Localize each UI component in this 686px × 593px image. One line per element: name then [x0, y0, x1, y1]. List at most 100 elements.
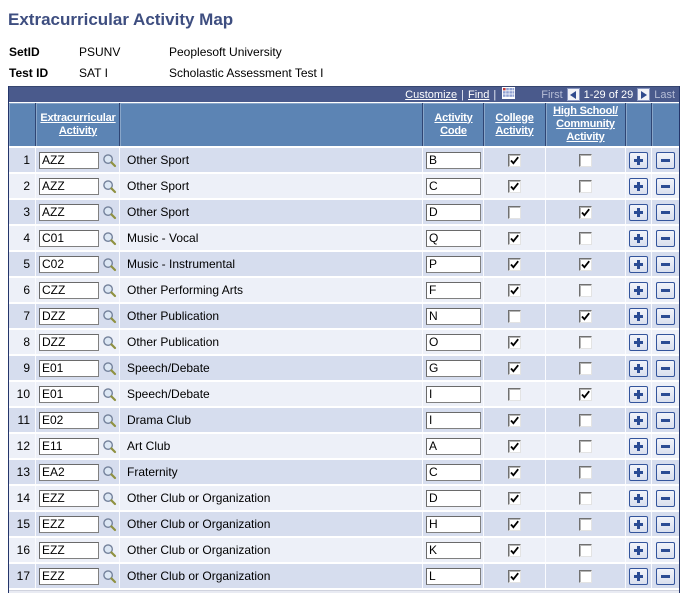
activity-code-input[interactable] [426, 229, 481, 247]
college-activity-checkbox[interactable] [508, 309, 521, 323]
previous-page-button[interactable] [566, 88, 580, 101]
college-activity-checkbox[interactable] [508, 491, 521, 505]
activity-code-input[interactable] [426, 541, 481, 559]
lookup-icon[interactable] [102, 179, 117, 194]
activity-code-input[interactable] [426, 151, 481, 169]
delete-row-button[interactable] [656, 463, 675, 481]
lookup-icon[interactable] [102, 257, 117, 272]
sort-activity-code[interactable]: Activity Code [434, 111, 473, 137]
activity-code-input[interactable] [426, 463, 481, 481]
activity-code-input[interactable] [426, 385, 481, 403]
activity-code-input[interactable] [426, 489, 481, 507]
lookup-icon[interactable] [102, 387, 117, 402]
lookup-icon[interactable] [102, 283, 117, 298]
activity-code-input[interactable] [426, 359, 481, 377]
high-school-activity-checkbox[interactable] [579, 543, 592, 557]
college-activity-checkbox[interactable] [508, 543, 521, 557]
high-school-activity-checkbox[interactable] [579, 283, 592, 297]
college-activity-checkbox[interactable] [508, 231, 521, 245]
activity-input[interactable] [39, 385, 99, 403]
activity-input[interactable] [39, 177, 99, 195]
college-activity-checkbox[interactable] [508, 153, 521, 167]
high-school-activity-checkbox[interactable] [579, 387, 592, 401]
activity-code-input[interactable] [426, 333, 481, 351]
activity-code-input[interactable] [426, 411, 481, 429]
college-activity-checkbox[interactable] [508, 283, 521, 297]
college-activity-checkbox[interactable] [508, 413, 521, 427]
delete-row-button[interactable] [656, 203, 675, 221]
delete-row-button[interactable] [656, 177, 675, 195]
high-school-activity-checkbox[interactable] [579, 439, 592, 453]
high-school-activity-checkbox[interactable] [579, 517, 592, 531]
lookup-icon[interactable] [102, 153, 117, 168]
activity-code-input[interactable] [426, 567, 481, 585]
college-activity-checkbox[interactable] [508, 335, 521, 349]
add-row-button[interactable] [629, 541, 648, 559]
activity-input[interactable] [39, 541, 99, 559]
college-activity-checkbox[interactable] [508, 387, 521, 401]
high-school-activity-checkbox[interactable] [579, 335, 592, 349]
college-activity-checkbox[interactable] [508, 569, 521, 583]
add-row-button[interactable] [629, 151, 648, 169]
activity-input[interactable] [39, 411, 99, 429]
activity-input[interactable] [39, 437, 99, 455]
last-link[interactable]: Last [654, 88, 675, 101]
lookup-icon[interactable] [102, 543, 117, 558]
sort-college-activity[interactable]: College Activity [495, 111, 534, 137]
high-school-activity-checkbox[interactable] [579, 205, 592, 219]
delete-row-button[interactable] [656, 281, 675, 299]
lookup-icon[interactable] [102, 335, 117, 350]
activity-input[interactable] [39, 489, 99, 507]
delete-row-button[interactable] [656, 359, 675, 377]
lookup-icon[interactable] [102, 569, 117, 584]
download-grid-icon[interactable] [502, 87, 516, 102]
activity-code-input[interactable] [426, 203, 481, 221]
activity-input[interactable] [39, 515, 99, 533]
high-school-activity-checkbox[interactable] [579, 309, 592, 323]
delete-row-button[interactable] [656, 411, 675, 429]
next-page-button[interactable] [637, 88, 651, 101]
lookup-icon[interactable] [102, 231, 117, 246]
add-row-button[interactable] [629, 463, 648, 481]
delete-row-button[interactable] [656, 489, 675, 507]
lookup-icon[interactable] [102, 309, 117, 324]
high-school-activity-checkbox[interactable] [579, 413, 592, 427]
high-school-activity-checkbox[interactable] [579, 491, 592, 505]
college-activity-checkbox[interactable] [508, 205, 521, 219]
add-row-button[interactable] [629, 333, 648, 351]
add-row-button[interactable] [629, 203, 648, 221]
college-activity-checkbox[interactable] [508, 179, 521, 193]
lookup-icon[interactable] [102, 205, 117, 220]
high-school-activity-checkbox[interactable] [579, 465, 592, 479]
add-row-button[interactable] [629, 489, 648, 507]
college-activity-checkbox[interactable] [508, 257, 521, 271]
activity-code-input[interactable] [426, 255, 481, 273]
add-row-button[interactable] [629, 411, 648, 429]
high-school-activity-checkbox[interactable] [579, 153, 592, 167]
delete-row-button[interactable] [656, 333, 675, 351]
add-row-button[interactable] [629, 307, 648, 325]
lookup-icon[interactable] [102, 465, 117, 480]
college-activity-checkbox[interactable] [508, 517, 521, 531]
high-school-activity-checkbox[interactable] [579, 231, 592, 245]
sort-high-school-community-activity[interactable]: High School/ Community Activity [553, 105, 618, 143]
sort-extracurricular-activity[interactable]: Extracurricular Activity [40, 111, 116, 137]
activity-input[interactable] [39, 333, 99, 351]
activity-code-input[interactable] [426, 307, 481, 325]
delete-row-button[interactable] [656, 437, 675, 455]
delete-row-button[interactable] [656, 515, 675, 533]
delete-row-button[interactable] [656, 541, 675, 559]
delete-row-button[interactable] [656, 307, 675, 325]
activity-code-input[interactable] [426, 281, 481, 299]
activity-code-input[interactable] [426, 177, 481, 195]
college-activity-checkbox[interactable] [508, 361, 521, 375]
lookup-icon[interactable] [102, 439, 117, 454]
first-link[interactable]: First [541, 88, 563, 101]
activity-code-input[interactable] [426, 437, 481, 455]
activity-input[interactable] [39, 255, 99, 273]
activity-code-input[interactable] [426, 515, 481, 533]
lookup-icon[interactable] [102, 491, 117, 506]
add-row-button[interactable] [629, 359, 648, 377]
high-school-activity-checkbox[interactable] [579, 179, 592, 193]
add-row-button[interactable] [629, 385, 648, 403]
